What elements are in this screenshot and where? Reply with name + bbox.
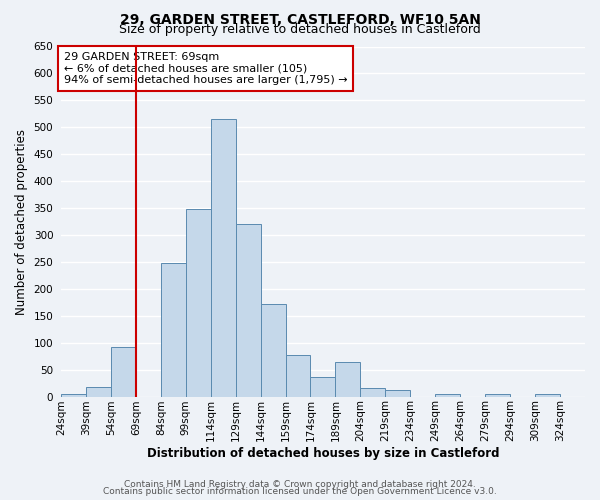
Bar — [361, 388, 385, 396]
Text: 29, GARDEN STREET, CASTLEFORD, WF10 5AN: 29, GARDEN STREET, CASTLEFORD, WF10 5AN — [119, 12, 481, 26]
Bar — [385, 390, 410, 396]
Bar — [310, 376, 335, 396]
Bar — [161, 263, 186, 396]
X-axis label: Distribution of detached houses by size in Castleford: Distribution of detached houses by size … — [147, 447, 499, 460]
Bar — [485, 394, 510, 396]
Bar — [61, 394, 86, 396]
Bar — [335, 362, 361, 396]
Bar — [186, 209, 211, 396]
Bar — [435, 394, 460, 396]
Bar — [211, 119, 236, 396]
Bar — [535, 394, 560, 396]
Text: Contains public sector information licensed under the Open Government Licence v3: Contains public sector information licen… — [103, 488, 497, 496]
Bar — [286, 355, 310, 397]
Bar — [111, 347, 136, 397]
Bar — [86, 388, 111, 396]
Bar — [260, 304, 286, 396]
Bar — [236, 224, 260, 396]
Text: 29 GARDEN STREET: 69sqm
← 6% of detached houses are smaller (105)
94% of semi-de: 29 GARDEN STREET: 69sqm ← 6% of detached… — [64, 52, 347, 85]
Y-axis label: Number of detached properties: Number of detached properties — [15, 128, 28, 314]
Text: Contains HM Land Registry data © Crown copyright and database right 2024.: Contains HM Land Registry data © Crown c… — [124, 480, 476, 489]
Text: Size of property relative to detached houses in Castleford: Size of property relative to detached ho… — [119, 22, 481, 36]
